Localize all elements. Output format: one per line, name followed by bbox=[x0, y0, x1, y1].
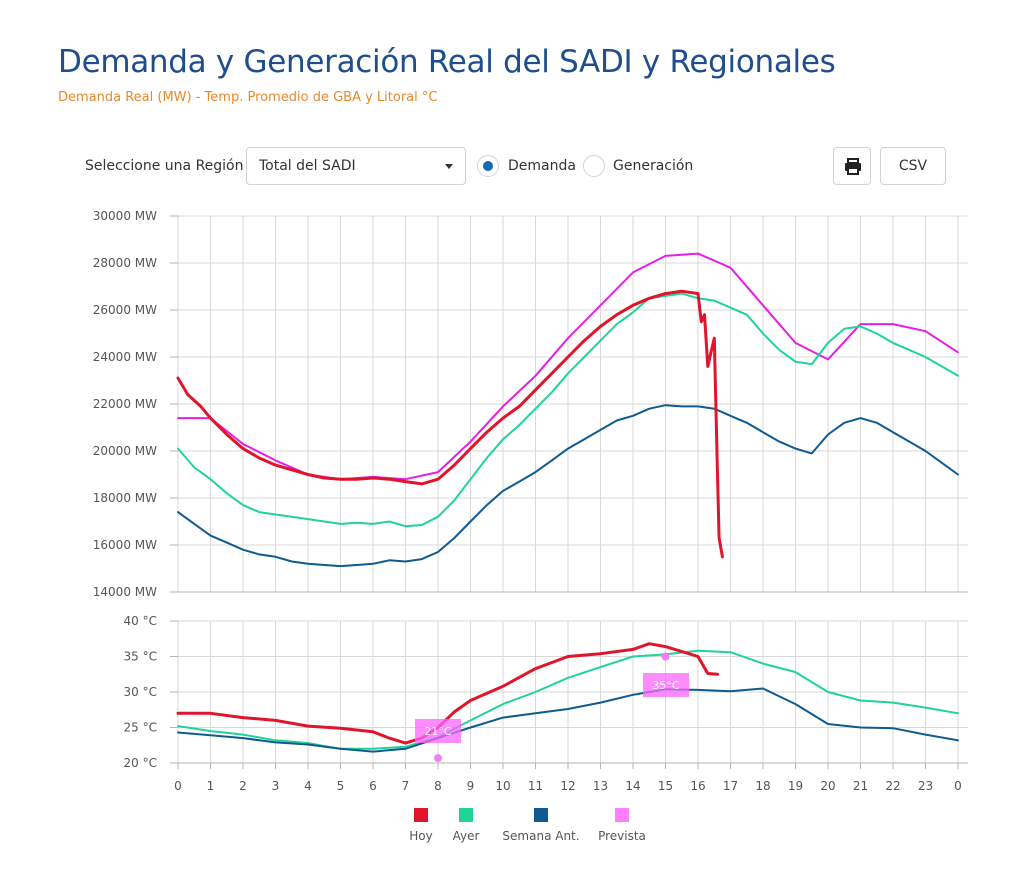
x-tick-label: 12 bbox=[560, 779, 575, 793]
print-button[interactable] bbox=[833, 147, 871, 185]
temp-chart-grid bbox=[170, 620, 968, 764]
x-tick-label: 7 bbox=[402, 779, 410, 793]
prevista-label-box bbox=[415, 719, 461, 743]
prevista-label: 21°C bbox=[424, 725, 451, 738]
x-tick-label: 22 bbox=[885, 779, 900, 793]
prevista-label: 35°C bbox=[652, 679, 679, 692]
x-tick-label: 19 bbox=[788, 779, 803, 793]
y-tick-label: 14000 MW bbox=[93, 585, 157, 599]
demand-y-axis: 14000 MW 16000 MW 18000 MW 20000 MW 22000 MW… bbox=[93, 209, 178, 599]
series-line-ayer bbox=[177, 292, 959, 528]
prevista-point bbox=[661, 652, 670, 661]
prevista-label-box bbox=[643, 673, 689, 697]
prevista-points: 21°C 35°C bbox=[415, 652, 689, 763]
series-line-ayer bbox=[177, 649, 959, 750]
x-tick-label: 21 bbox=[853, 779, 868, 793]
x-tick-label: 6 bbox=[369, 779, 377, 793]
x-tick-label: 11 bbox=[528, 779, 543, 793]
page-title: Demanda y Generación Real del SADI y Reg… bbox=[58, 44, 836, 80]
x-tick-label: 0 bbox=[954, 779, 962, 793]
x-tick-label: 8 bbox=[434, 779, 442, 793]
x-tick-label: 9 bbox=[467, 779, 475, 793]
y-tick-label: 25 °C bbox=[124, 721, 157, 735]
region-label: Seleccione una Región bbox=[85, 158, 244, 174]
region-select[interactable]: Total del SADI bbox=[246, 147, 466, 185]
prevista-point bbox=[434, 754, 442, 763]
x-tick-label: 2 bbox=[239, 779, 247, 793]
x-tick-label: 20 bbox=[820, 779, 835, 793]
y-tick-label: 26000 MW bbox=[93, 303, 157, 317]
csv-button[interactable]: CSV bbox=[880, 147, 946, 185]
y-tick-label: 24000 MW bbox=[93, 350, 157, 364]
temp-y-axis: 20 °C 25 °C 30 °C 35 °C 40 °C bbox=[124, 614, 178, 770]
x-tick-label: 4 bbox=[304, 779, 312, 793]
x-tick-label: 10 bbox=[495, 779, 510, 793]
x-tick-label: 16 bbox=[690, 779, 705, 793]
radio-generacion-label[interactable]: Generación bbox=[613, 158, 694, 174]
x-tick-label: 15 bbox=[658, 779, 673, 793]
x-tick-label: 5 bbox=[337, 779, 345, 793]
x-tick-label: 0 bbox=[174, 779, 182, 793]
series-line-hoy bbox=[176, 289, 724, 559]
radio-demanda[interactable] bbox=[477, 155, 499, 177]
series-line-hoy bbox=[176, 642, 719, 745]
y-tick-label: 28000 MW bbox=[93, 256, 157, 270]
radio-generacion[interactable] bbox=[583, 155, 605, 177]
legend-swatch bbox=[459, 808, 473, 822]
x-tick-label: 14 bbox=[625, 779, 640, 793]
demand-chart-grid bbox=[170, 215, 968, 593]
y-tick-label: 16000 MW bbox=[93, 538, 157, 552]
series-line-semana-ant bbox=[177, 687, 959, 753]
demand-series bbox=[176, 252, 959, 568]
page-subtitle: Demanda Real (MW) - Temp. Promedio de GB… bbox=[58, 90, 438, 105]
printer-icon bbox=[845, 158, 861, 175]
y-tick-label: 30 °C bbox=[124, 685, 157, 699]
x-tick-label: 17 bbox=[723, 779, 738, 793]
legend-label: Ayer bbox=[453, 829, 480, 843]
x-tick-label: 13 bbox=[593, 779, 608, 793]
series-line-semana-ant bbox=[177, 404, 959, 568]
legend-label: Semana Ant. bbox=[502, 829, 579, 843]
y-tick-label: 18000 MW bbox=[93, 491, 157, 505]
x-tick-label: 18 bbox=[755, 779, 770, 793]
x-tick-label: 1 bbox=[207, 779, 215, 793]
y-tick-label: 22000 MW bbox=[93, 397, 157, 411]
y-tick-label: 30000 MW bbox=[93, 209, 157, 223]
x-axis: 0 1 2 3 4 5 6 7 8 9 10 11 12 13 14 15 16 17 18 19 20 21 22 23 0 bbox=[174, 763, 962, 793]
y-tick-label: 20000 MW bbox=[93, 444, 157, 458]
legend-label: Hoy bbox=[409, 829, 432, 843]
region-select-value: Total del SADI bbox=[259, 158, 356, 174]
radio-demanda-label[interactable]: Demanda bbox=[508, 158, 576, 174]
temp-series bbox=[176, 642, 959, 753]
legend-swatch bbox=[414, 808, 428, 822]
y-tick-label: 35 °C bbox=[124, 650, 157, 664]
legend-swatch bbox=[534, 808, 548, 822]
legend: Hoy Ayer Semana Ant. Prevista bbox=[409, 808, 646, 843]
x-tick-label: 23 bbox=[918, 779, 933, 793]
chevron-down-icon bbox=[445, 164, 453, 169]
legend-swatch bbox=[615, 808, 629, 822]
y-tick-label: 20 °C bbox=[124, 756, 157, 770]
legend-label: Prevista bbox=[598, 829, 646, 843]
y-tick-label: 40 °C bbox=[124, 614, 157, 628]
x-tick-label: 3 bbox=[272, 779, 280, 793]
